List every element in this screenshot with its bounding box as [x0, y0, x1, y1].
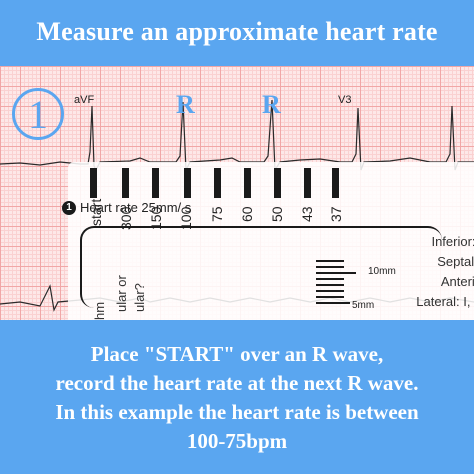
lead-label-left: aVF	[74, 94, 95, 106]
ruler-inner-frame	[80, 226, 442, 308]
ruler-scale-label: 60	[239, 206, 255, 222]
ruler-tick	[244, 168, 251, 198]
lead-group-septal: Septal: V	[437, 254, 474, 269]
caption-line-4: 100-75bpm	[186, 429, 288, 453]
ruler-side-text-1: hm	[92, 301, 107, 320]
legend-text: Heart rate 25mm/ s	[80, 200, 192, 215]
ruler-tick	[122, 168, 129, 198]
ruler-tick	[274, 168, 281, 198]
ruler-tick	[332, 168, 339, 198]
lead-group-inferior: Inferior: II,	[431, 234, 474, 249]
step-number-badge: 1	[12, 88, 64, 140]
ruler-tick	[304, 168, 311, 198]
ruler-tick	[214, 168, 221, 198]
mm-label-10: 10mm	[368, 266, 396, 277]
page-title: Measure an approximate heart rate	[0, 0, 474, 64]
r-wave-label-2: R	[262, 90, 281, 119]
lead-label-right: V3	[338, 94, 352, 106]
caption-line-2: record the heart rate at the next R wave…	[55, 371, 419, 395]
r-wave-label-1: R	[176, 90, 195, 119]
ruler-tick	[184, 168, 191, 198]
page-title-text: Measure an approximate heart rate	[36, 17, 438, 46]
ruler-legend: 1 Heart rate 25mm/ s	[62, 200, 191, 215]
legend-number-badge: 1	[62, 200, 76, 215]
ruler-tick	[152, 168, 159, 198]
ruler-scale-label: 75	[209, 206, 225, 222]
mm-label-5: 5mm	[352, 300, 375, 311]
lead-group-anterior: Anterior:	[440, 274, 474, 289]
ecg-ruler: start 300 150 100 75 60 50 43 37 Inferio…	[68, 162, 474, 320]
ruler-scale-label: 43	[299, 206, 315, 222]
instruction-caption: Place "START" over an R wave, record the…	[0, 322, 474, 474]
ruler-tick	[90, 168, 97, 198]
ruler-scale-label: 50	[269, 206, 285, 222]
caption-line-1: Place "START" over an R wave,	[90, 342, 384, 366]
ecg-image-panel: 1 aVF V3 R R start 300 150 100 75 60 50 …	[0, 66, 474, 320]
caption-line-3: In this example the heart rate is betwee…	[55, 400, 419, 424]
ruler-side-text-2: ular or	[114, 275, 129, 312]
ruler-side-text-3: ular?	[132, 283, 147, 312]
ruler-scale-label: 37	[328, 206, 344, 222]
step-number: 1	[28, 91, 48, 137]
